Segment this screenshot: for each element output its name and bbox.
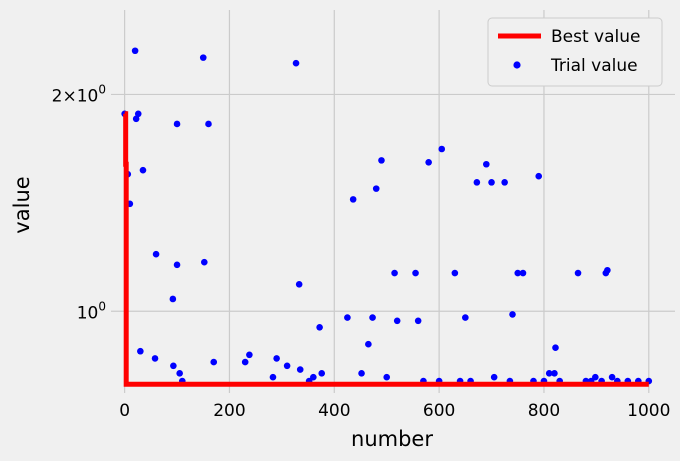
y-tick-label: 100	[77, 299, 106, 323]
best-value-line	[123, 111, 649, 387]
trial-value-point	[201, 258, 208, 266]
trial-value-point	[246, 351, 253, 359]
trial-value-point	[488, 179, 495, 186]
x-tick-label: 600	[423, 401, 455, 421]
trial-value-point	[169, 295, 177, 303]
trial-value-point	[545, 370, 553, 377]
trial-value-point	[269, 373, 277, 381]
trial-value-point	[349, 196, 357, 203]
trial-value-point	[134, 110, 142, 118]
trial-value-point	[604, 266, 611, 274]
trial-value-point	[551, 370, 558, 377]
tick-labels: 0 200 400 600 800 1000 100 2×100	[52, 82, 671, 421]
trial-value-point	[173, 120, 181, 128]
trial-value-point	[273, 355, 280, 362]
trial-value-point	[535, 172, 543, 180]
trial-value-point	[425, 159, 432, 166]
trial-value-point	[451, 269, 459, 277]
trial-value-point	[490, 373, 498, 381]
y-axis-label: value	[10, 176, 34, 233]
trial-value-point	[344, 314, 351, 321]
trial-value-point	[210, 358, 218, 366]
trial-value-point	[241, 358, 249, 366]
trial-value-point	[358, 370, 365, 377]
x-axis-label: number	[351, 427, 433, 451]
trial-value-point	[473, 179, 481, 186]
x-tick-label: 1000	[627, 401, 670, 421]
plot-area	[121, 47, 653, 387]
legend: Best value Trial value	[487, 17, 663, 87]
trial-value-point	[438, 145, 446, 153]
trial-value-point	[393, 317, 401, 325]
trial-value-point	[509, 311, 516, 318]
trial-value-point	[318, 370, 326, 377]
trial-value-point	[139, 166, 147, 174]
trial-value-point	[501, 179, 508, 186]
trial-value-point	[592, 373, 599, 381]
trial-value-point	[391, 269, 398, 277]
trial-value-point	[412, 269, 419, 277]
trial-value-point	[132, 115, 140, 123]
trial-value-point	[176, 370, 183, 377]
grid-lines	[111, 10, 675, 393]
trial-value-point	[173, 261, 181, 269]
x-tick-label: 0	[119, 401, 130, 421]
trial-value-point	[462, 314, 469, 321]
trial-value-point	[310, 373, 317, 381]
trial-value-point	[369, 314, 376, 321]
trial-value-point	[131, 47, 139, 55]
trial-value-point	[170, 362, 177, 370]
trial-value-point	[574, 269, 582, 277]
legend-trial-value-label: Trial value	[550, 56, 638, 76]
legend-trial-value-swatch	[513, 61, 521, 69]
trial-value-point	[372, 185, 380, 192]
trial-value-point	[137, 347, 144, 355]
trial-value-point	[205, 120, 212, 128]
trial-value-point	[483, 160, 490, 168]
trial-value-point	[295, 280, 303, 288]
trial-value-point	[151, 355, 159, 362]
trial-value-point	[152, 250, 160, 258]
trial-value-point	[283, 362, 291, 370]
trial-value-point	[414, 317, 422, 325]
trial-value-point	[296, 366, 304, 373]
x-tick-label: 200	[213, 401, 245, 421]
y-tick-label: 2×100	[52, 82, 106, 106]
trial-value-point	[519, 269, 527, 277]
trial-value-point	[514, 269, 522, 277]
trial-value-point	[378, 157, 385, 164]
trial-value-point	[199, 54, 207, 61]
trial-value-point	[292, 59, 300, 67]
legend-best-value-label: Best value	[551, 27, 640, 47]
trial-value-point	[552, 344, 559, 352]
x-tick-label: 800	[528, 401, 560, 421]
trial-value-point	[383, 373, 391, 381]
trial-value-point	[365, 340, 372, 348]
x-tick-label: 400	[318, 401, 350, 421]
trial-value-point	[316, 323, 323, 331]
trial-value-point	[608, 373, 616, 381]
